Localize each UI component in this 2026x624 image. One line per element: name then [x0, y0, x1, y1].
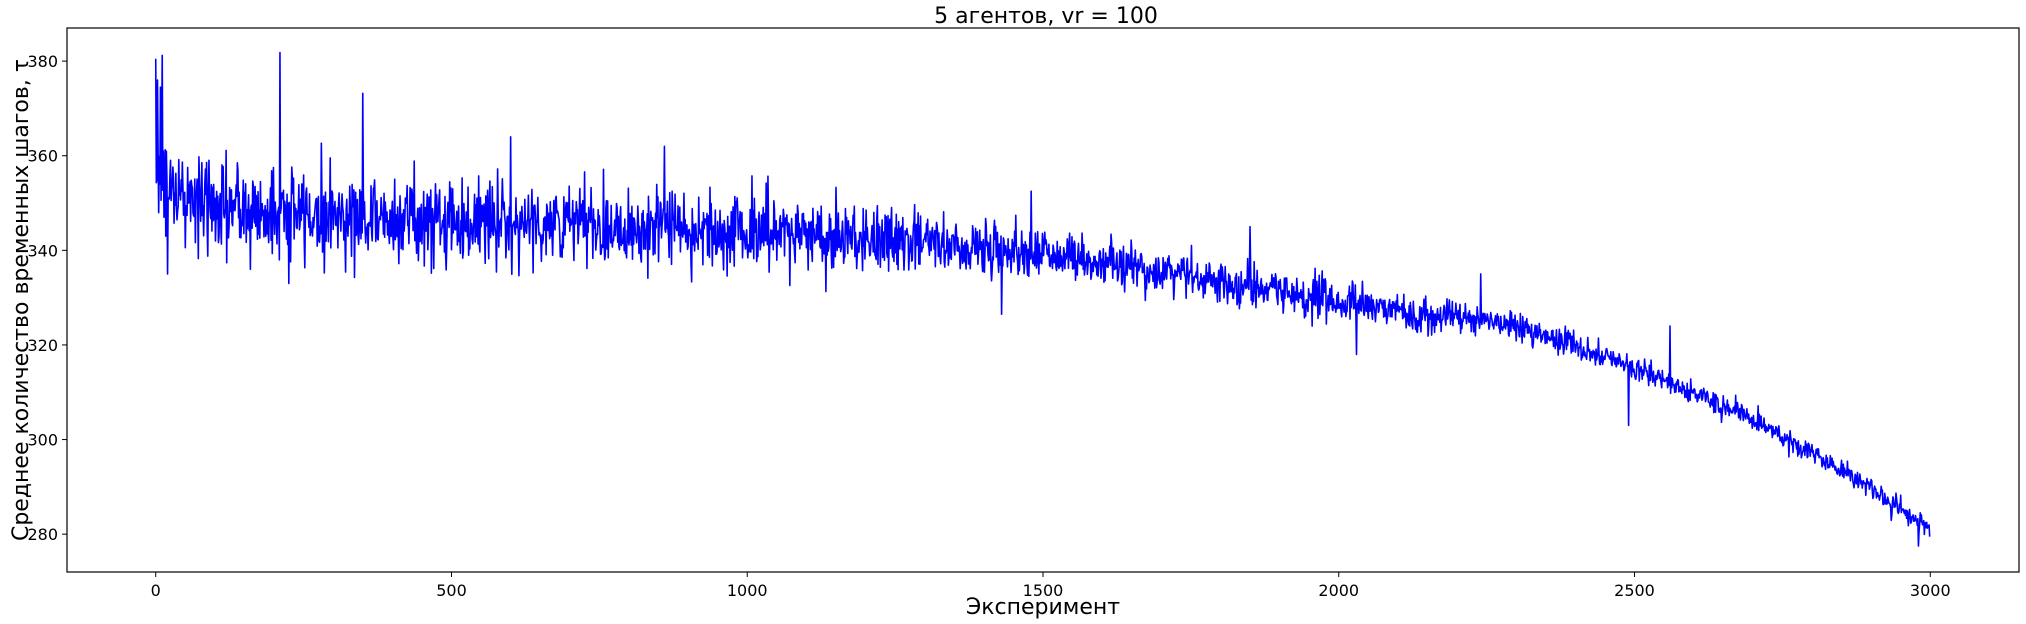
- y-tick-label: 380: [27, 52, 58, 71]
- x-tick-label: 1000: [727, 581, 768, 600]
- series-line-0: [154, 51, 1931, 547]
- y-tick-label: 340: [27, 241, 58, 260]
- series-layer: [154, 51, 1931, 547]
- x-tick-label: 500: [436, 581, 467, 600]
- plot-area: [66, 27, 2020, 573]
- x-tick-label: 2000: [1318, 581, 1359, 600]
- y-tick-label: 300: [27, 431, 58, 450]
- y-tick-label: 280: [27, 525, 58, 544]
- x-tick-label: 0: [151, 581, 161, 600]
- chart-title: 5 агентов, vr = 100: [934, 4, 1158, 29]
- axis-ticks: 0 500 1000 1500 2000 2500 3000 280 300 320 340 360 3…: [27, 52, 1950, 600]
- x-tick-label: 3000: [1910, 581, 1951, 600]
- y-tick-label: 360: [27, 147, 58, 166]
- y-tick-label: 320: [27, 336, 58, 355]
- x-axis-label: Эксперимент: [966, 595, 1120, 620]
- x-tick-label: 2500: [1614, 581, 1655, 600]
- x-tick-label: 1500: [1023, 581, 1064, 600]
- y-axis-label: Среднее количество временных шагов, τ: [9, 59, 34, 541]
